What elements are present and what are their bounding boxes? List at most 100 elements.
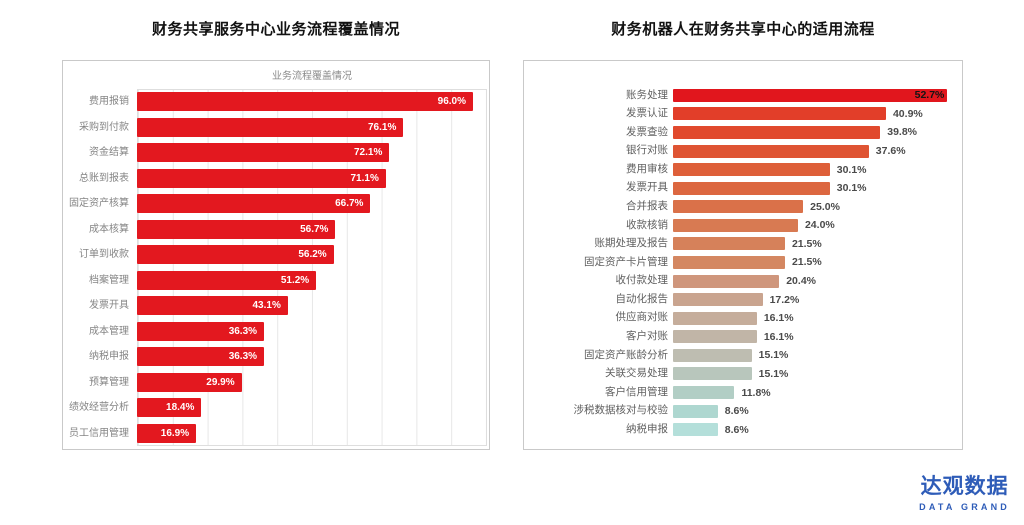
category-label: 涉税数据核对与校验 [573,404,669,417]
bar-row: 订单到收款 56.2% [63,242,489,268]
bar-zone: 39.8% [673,125,962,139]
bar-row: 固定资产核算 66.7% [63,191,489,217]
right-chart-panel: 账务处理 52.7% 发票认证 40.9% 发票查验 39.8% 银行对账 37.6% 费用审核… [523,60,963,450]
bar [673,386,735,400]
value-label: 66.7% [335,198,364,210]
category-label: 账务处理 [626,88,668,101]
category-label: 固定资产账龄分析 [584,348,668,361]
category-label: 绩效经营分析 [69,402,129,414]
bar-row: 账务处理 52.7% [524,86,962,105]
bar-zone: 8.6% [673,423,962,437]
value-label: 56.7% [300,223,329,235]
bar-zone: 15.1% [673,348,962,362]
bar-row: 收款核销 24.0% [524,216,962,235]
bar-row: 固定资产账龄分析 15.1% [524,346,962,365]
bar-zone: 43.1% [137,293,487,319]
category-label: 费用报销 [89,96,129,108]
bar: 52.7% [673,88,948,102]
category-label: 订单到收款 [79,249,129,261]
bar-row: 绩效经营分析 18.4% [63,395,489,421]
category-label: 供应商对账 [615,311,669,324]
datagrand-logo: 达观数据 DATA GRAND [919,470,1010,512]
category-label: 客户对账 [626,330,668,343]
category-label: 发票查验 [626,125,668,138]
bar-row: 档案管理 51.2% [63,268,489,294]
bar-row: 固定资产卡片管理 21.5% [524,253,962,272]
value-label: 37.6% [875,145,906,158]
bar-zone: 25.0% [673,200,962,214]
bar-zone: 16.9% [137,421,487,447]
left-chart-inner-title: 业务流程覆盖情况 [272,71,352,82]
value-label: 52.7% [914,89,945,102]
category-label: 银行对账 [626,144,668,157]
value-label: 11.8% [741,386,771,399]
bar-row: 发票开具 43.1% [63,293,489,319]
bar-zone: 17.2% [673,293,962,307]
value-label: 18.4% [166,402,195,414]
bar-row: 预算管理 29.9% [63,370,489,396]
bar-row: 资金结算 72.1% [63,140,489,166]
value-label: 96.0% [437,96,466,108]
value-label: 72.1% [353,147,383,159]
bar: 16.9% [137,423,197,443]
bar-zone: 56.7% [137,217,487,243]
value-label: 51.2% [280,274,310,286]
value-label: 36.3% [228,351,258,363]
value-label: 16.9% [160,427,190,439]
bar-zone: 8.6% [673,404,962,418]
bar [673,218,798,232]
category-label: 费用审核 [626,162,668,175]
bar-row: 总账到报表 71.1% [63,166,489,192]
value-label: 76.1% [367,121,397,133]
bar [673,423,718,437]
value-label: 71.1% [350,172,379,184]
bar-row: 发票认证 40.9% [524,105,962,124]
value-label: 16.1% [763,330,794,343]
bar-zone: 66.7% [137,191,487,217]
category-label: 合并报表 [626,199,668,212]
bar: 96.0% [137,92,473,112]
bar-row: 收付款处理 20.4% [524,272,962,291]
bar-row: 发票开具 30.1% [524,179,962,198]
right-chart-title: 财务机器人在财务共享中心的适用流程 [611,21,875,38]
bar-row: 客户对账 16.1% [524,328,962,347]
bar-zone: 40.9% [673,107,962,121]
left-chart-block: 财务共享服务中心业务流程覆盖情况 业务流程覆盖情况 费用报销 96.0% 采购到付款… [62,17,490,450]
bar-row: 成本管理 36.3% [63,319,489,345]
bar-zone: 30.1% [673,163,962,177]
bar-zone: 36.3% [137,319,487,345]
value-label: 15.1% [758,367,789,380]
category-label: 固定资产卡片管理 [584,255,668,268]
right-chart-plot-area: 账务处理 52.7% 发票认证 40.9% 发票查验 39.8% 银行对账 37.6% 费用审核… [524,86,962,439]
bar [673,404,718,418]
value-label: 29.9% [206,376,235,388]
bar-zone: 72.1% [137,140,487,166]
value-label: 39.8% [887,126,918,139]
category-label: 纳税申报 [89,351,129,363]
bar: 36.3% [137,347,265,367]
bar-row: 自动化报告 17.2% [524,290,962,309]
value-label: 20.4% [786,275,816,288]
category-label: 账期处理及报告 [594,237,669,250]
bar-zone: 51.2% [137,268,487,294]
bar: 56.2% [137,245,334,265]
bar-row: 发票查验 39.8% [524,123,962,142]
bar: 71.1% [137,168,386,188]
value-label: 24.0% [804,219,835,232]
bar [673,311,757,325]
logo-english-name: DATA GRAND [919,502,1010,512]
category-label: 关联交易处理 [605,367,668,380]
bar-zone: 15.1% [673,367,962,381]
bar [673,237,785,251]
value-label: 15.1% [758,349,789,362]
category-label: 客户信用管理 [605,385,668,398]
bar [673,181,830,195]
bar-row: 合并报表 25.0% [524,197,962,216]
value-label: 40.9% [892,107,923,120]
bar-row: 涉税数据核对与校验 8.6% [524,402,962,421]
bar-zone: 71.1% [137,166,487,192]
category-label: 成本管理 [89,325,129,337]
category-label: 采购到付款 [79,121,129,133]
category-label: 纳税申报 [626,422,668,435]
